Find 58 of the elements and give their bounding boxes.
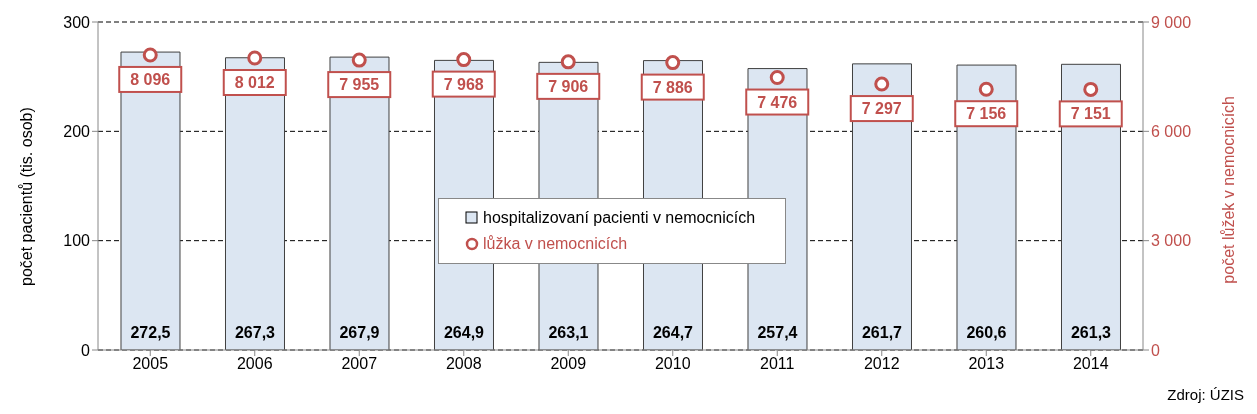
legend-label: lůžka v nemocnicích	[483, 234, 628, 254]
data-label: 264,7	[652, 324, 694, 341]
data-label: 267,3	[234, 324, 276, 341]
text: Zdroj: ÚZIS	[1167, 386, 1244, 403]
x-tick-label: 2006	[236, 355, 273, 373]
data-label: 7 297	[861, 100, 902, 118]
x-tick-label: 2011	[760, 355, 795, 373]
y-tick-label: 200	[63, 123, 91, 141]
bar	[329, 56, 390, 350]
x-tick-label: 2009	[550, 355, 587, 373]
point	[560, 54, 576, 70]
y-tick-label: 300	[63, 13, 91, 31]
data-label: 261,7	[861, 324, 903, 341]
point	[978, 81, 994, 97]
point	[247, 50, 263, 66]
y2-axis-title: počet lůžek v nemocnicích	[1219, 96, 1237, 284]
bar	[851, 63, 912, 350]
x-tick-label: 2014	[1072, 355, 1109, 373]
data-label: 7 156	[966, 105, 1007, 123]
point	[769, 70, 785, 86]
y2-tick-label: 6 000	[1151, 123, 1192, 141]
x-tick-label: 2005	[132, 355, 169, 373]
bar	[1060, 63, 1121, 350]
x-tick-label: 2012	[863, 355, 900, 373]
y2-tick-label: 3 000	[1151, 232, 1192, 250]
x-tick-label: 2013	[968, 355, 1005, 373]
y-axis-title: počet pacientů (tis. osob)	[17, 107, 35, 286]
data-label: 8 096	[130, 70, 171, 88]
x-tick-label: 2008	[445, 355, 482, 373]
bar	[956, 64, 1017, 350]
x-tick-label: 2007	[341, 355, 378, 373]
data-label: 267,9	[339, 324, 380, 341]
bar	[120, 51, 181, 350]
data-label: 264,9	[443, 324, 485, 341]
point	[351, 52, 367, 68]
data-label: 7 955	[339, 76, 380, 94]
data-label: 263,1	[548, 324, 589, 341]
point	[1083, 81, 1099, 97]
data-label: 260,6	[966, 324, 1007, 341]
data-label: 7 151	[1070, 105, 1111, 123]
data-label: 7 968	[443, 75, 484, 93]
data-label: 8 012	[234, 74, 275, 92]
y-tick-label: 100	[63, 232, 91, 250]
data-label: 7 906	[548, 77, 589, 95]
data-label: 7 476	[757, 93, 798, 111]
x-tick-label: 2010	[654, 355, 691, 373]
point	[665, 55, 681, 71]
point	[142, 47, 158, 63]
data-label: 257,4	[757, 324, 798, 341]
y-tick-label: 0	[81, 341, 91, 359]
data-label: 272,5	[130, 324, 171, 341]
data-label: 261,3	[1070, 324, 1112, 341]
data-label: 7 886	[652, 78, 693, 96]
point	[456, 52, 472, 68]
legend-label: hospitalizovaní pacienti v nemocnicích	[483, 208, 756, 228]
y2-tick-label: 0	[1151, 341, 1160, 359]
point	[874, 76, 890, 92]
y2-tick-label: 9 000	[1151, 13, 1192, 31]
